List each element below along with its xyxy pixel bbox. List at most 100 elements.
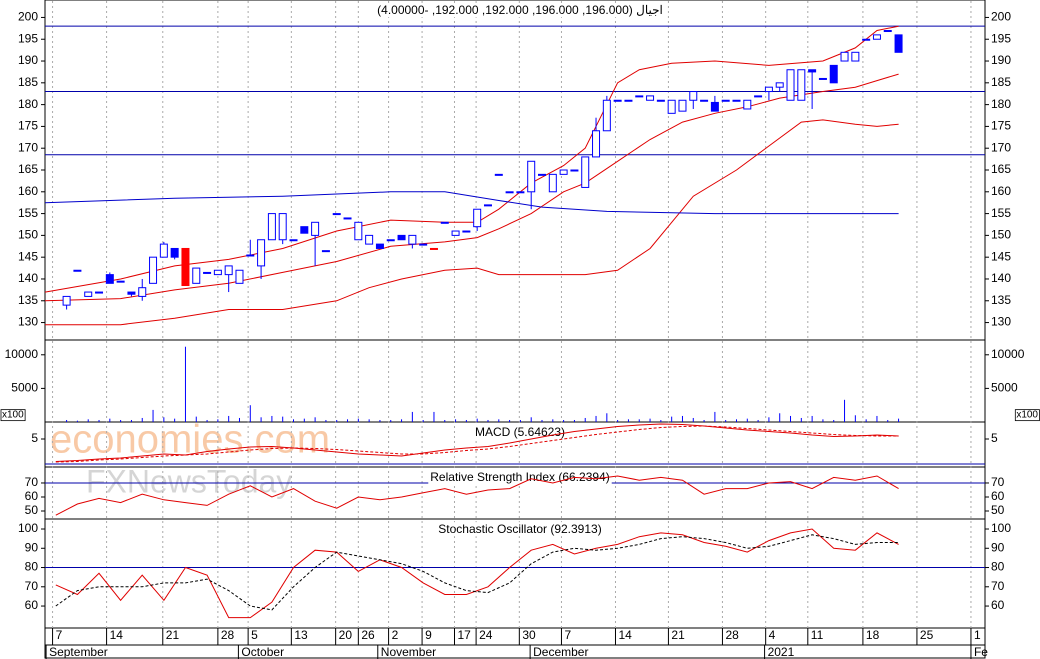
candle-body bbox=[559, 169, 568, 175]
x-tick-label: 1 bbox=[974, 628, 981, 642]
candle-body bbox=[483, 204, 492, 207]
x-tick-label: 7 bbox=[56, 628, 63, 642]
y-tick-label: 90 bbox=[25, 540, 39, 554]
candle-body bbox=[775, 82, 784, 88]
y-tick-label: 100 bbox=[18, 521, 38, 535]
panel-title: اجيال (196.000, 196.000, 192.000, 192.00… bbox=[377, 3, 663, 17]
candle-body bbox=[289, 239, 298, 242]
candle-body bbox=[732, 99, 741, 102]
candle-body bbox=[527, 160, 536, 193]
y-tick-label: 155 bbox=[991, 206, 1011, 220]
candle-body bbox=[818, 77, 827, 80]
indicator-line bbox=[55, 534, 899, 611]
candle-body bbox=[710, 101, 719, 112]
unit-label: x100 bbox=[1016, 410, 1038, 421]
panel-title: MACD (5.64623) bbox=[475, 425, 565, 439]
x-tick-label: 25 bbox=[920, 628, 934, 642]
indicator-line bbox=[44, 25, 899, 293]
x-tick-label: 24 bbox=[479, 628, 493, 642]
y-tick-label: 165 bbox=[991, 162, 1011, 176]
candle-body bbox=[764, 86, 773, 93]
indicator-line bbox=[44, 191, 899, 215]
y-tick-label: 60 bbox=[25, 598, 39, 612]
y-tick-label: 170 bbox=[991, 140, 1011, 154]
candle-body bbox=[797, 69, 806, 101]
x-tick-label: 17 bbox=[457, 628, 471, 642]
x-tick-label: 14 bbox=[618, 628, 632, 642]
x-tick-label: 13 bbox=[294, 628, 308, 642]
candle-body bbox=[116, 280, 125, 283]
candle-body bbox=[656, 99, 665, 102]
y-tick-label: 200 bbox=[991, 10, 1011, 24]
candle-body bbox=[667, 99, 676, 114]
candle-body bbox=[73, 269, 82, 272]
candle-body bbox=[192, 267, 201, 284]
y-tick-label: 200 bbox=[18, 10, 38, 24]
y-tick-label: 10000 bbox=[5, 347, 39, 361]
candle-body bbox=[224, 265, 233, 276]
y-tick-label: 5000 bbox=[11, 381, 38, 395]
candle-body bbox=[354, 221, 363, 241]
x-tick-label: 14 bbox=[110, 628, 124, 642]
candle-body bbox=[429, 247, 438, 250]
candle-body bbox=[181, 247, 190, 287]
y-tick-label: 140 bbox=[18, 271, 38, 285]
candle-body bbox=[548, 173, 557, 193]
candle-body bbox=[689, 91, 698, 101]
candle-body bbox=[321, 250, 330, 253]
candle-body bbox=[127, 291, 136, 295]
y-tick-label: 90 bbox=[991, 540, 1005, 554]
y-tick-label: 160 bbox=[991, 184, 1011, 198]
candle-body bbox=[462, 230, 471, 233]
x-axis-band bbox=[44, 627, 986, 659]
y-tick-label: 170 bbox=[18, 140, 38, 154]
watermark: FXNewsToday bbox=[86, 463, 292, 499]
x-tick-label: 4 bbox=[769, 628, 776, 642]
candle-body bbox=[343, 217, 352, 220]
candle-body bbox=[386, 239, 395, 242]
y-tick-label: 130 bbox=[18, 315, 38, 329]
candle-body bbox=[743, 99, 752, 110]
candle-body bbox=[602, 99, 611, 132]
y-tick-label: 135 bbox=[991, 293, 1011, 307]
candle-body bbox=[203, 271, 212, 274]
y-tick-label: 150 bbox=[18, 228, 38, 242]
y-tick-label: 50 bbox=[25, 503, 39, 517]
y-tick-label: 160 bbox=[18, 184, 38, 198]
candle-body bbox=[105, 274, 114, 284]
y-tick-label: 145 bbox=[18, 249, 38, 263]
candle-body bbox=[473, 208, 482, 228]
candle-body bbox=[570, 169, 579, 172]
candle-body bbox=[592, 130, 601, 158]
indicator-line bbox=[55, 475, 899, 516]
unit-label: x100 bbox=[2, 410, 24, 421]
indicator-line bbox=[45, 119, 899, 326]
candle-body bbox=[375, 243, 384, 249]
candle-body bbox=[408, 234, 417, 245]
y-tick-label: 185 bbox=[991, 75, 1011, 89]
candle-body bbox=[451, 230, 460, 236]
y-tick-label: 175 bbox=[18, 119, 38, 133]
indicator-line bbox=[55, 423, 899, 462]
y-tick-label: 150 bbox=[991, 228, 1011, 242]
candle-body bbox=[516, 191, 525, 194]
x-tick-label: 21 bbox=[671, 628, 685, 642]
y-tick-label: 195 bbox=[991, 31, 1011, 45]
candle-body bbox=[170, 247, 179, 258]
candle-body bbox=[494, 173, 503, 176]
candle-body bbox=[365, 234, 374, 245]
y-tick-label: 180 bbox=[991, 97, 1011, 111]
y-tick-label: 195 bbox=[18, 31, 38, 45]
candle-body bbox=[851, 51, 860, 62]
candle-body bbox=[95, 291, 104, 294]
candle-body bbox=[300, 226, 309, 234]
x-tick-label: 28 bbox=[221, 628, 235, 642]
y-tick-label: 165 bbox=[18, 162, 38, 176]
candle-body bbox=[883, 30, 892, 33]
month-label: 2021 bbox=[768, 645, 795, 659]
candle-body bbox=[894, 34, 903, 53]
y-tick-label: 80 bbox=[991, 560, 1005, 574]
candle-body bbox=[419, 243, 428, 246]
y-tick-label: 140 bbox=[991, 271, 1011, 285]
